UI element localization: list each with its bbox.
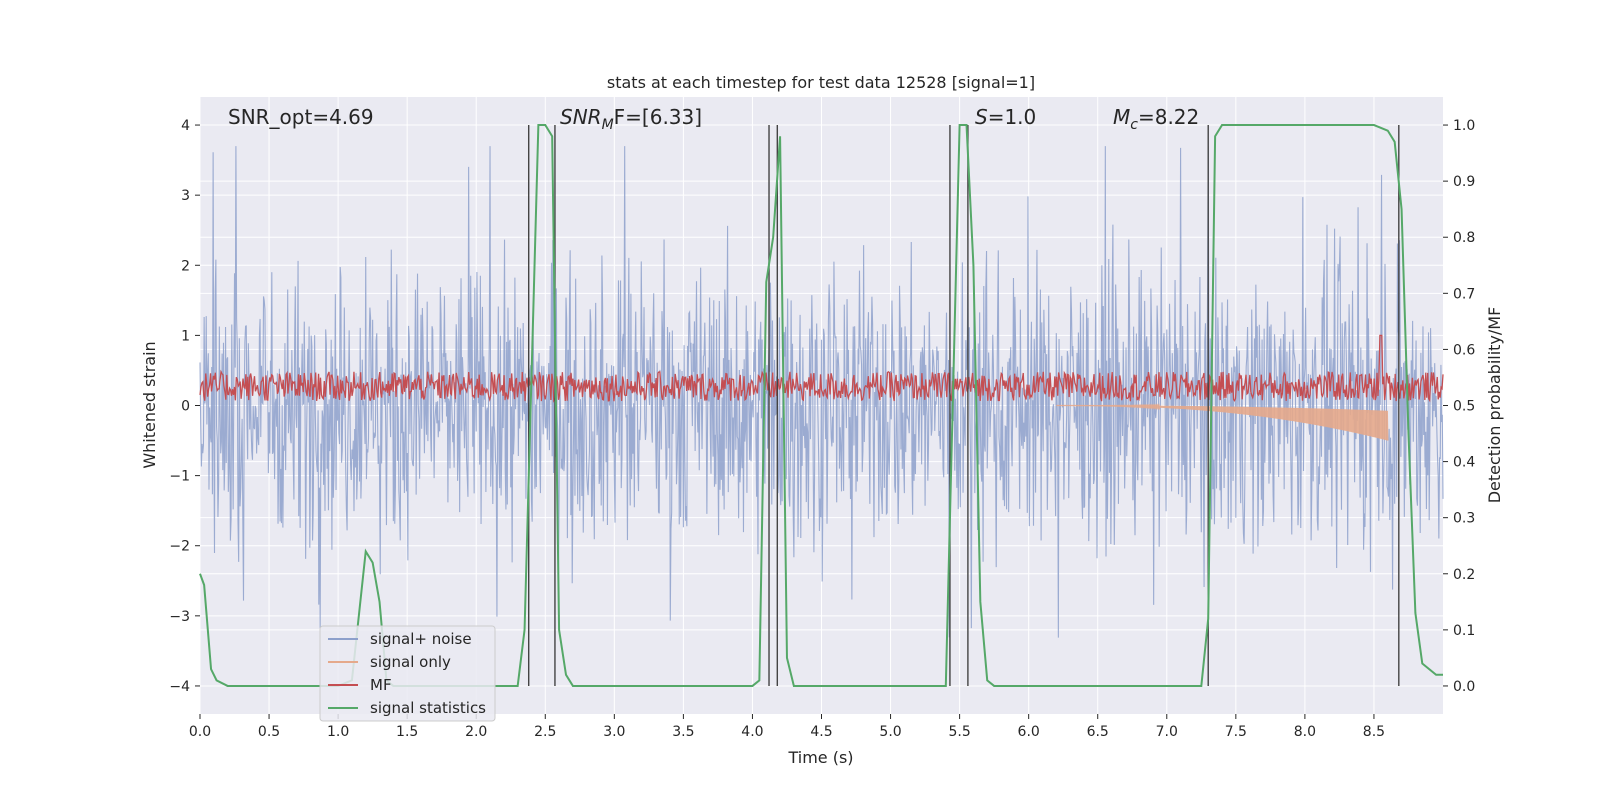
annotation-s-value: =1.0: [988, 105, 1037, 129]
series-mf: [199, 334, 1444, 403]
x-tick-label: 0.5: [258, 724, 280, 740]
y2-tick-label: 0.7: [1453, 286, 1475, 302]
y2-tick-label: 0.2: [1453, 567, 1475, 583]
x-tick-label: 5.0: [879, 724, 901, 740]
y2-tick-label: 1.0: [1453, 118, 1475, 134]
x-tick-label: 6.0: [1018, 724, 1040, 740]
y2-tick-label: 0.5: [1453, 399, 1475, 415]
y2-axis-label: Detection probability/MF: [1485, 307, 1504, 504]
x-axis-label: Time (s): [787, 748, 853, 767]
y2-tick-label: 0.6: [1453, 342, 1475, 358]
series-signal-statistics: [199, 124, 1443, 687]
x-tick-label: 5.5: [948, 724, 970, 740]
y-axis-ticks: −4 −3 −2 −1 0 1 2 3 4: [169, 118, 200, 695]
x-tick-label: 3.0: [603, 724, 625, 740]
x-tick-label: 7.0: [1156, 724, 1178, 740]
series-signal-only: [1056, 403, 1389, 441]
x-tick-label: 1.0: [327, 724, 349, 740]
x-tick-label: 7.5: [1225, 724, 1247, 740]
x-tick-label: 0.0: [189, 724, 211, 740]
x-tick-label: 1.5: [396, 724, 418, 740]
x-tick-label: 4.0: [741, 724, 763, 740]
legend-label-signal-noise: signal+ noise: [370, 630, 472, 648]
annotation-mc-sub: c: [1130, 117, 1138, 133]
legend-box: [319, 625, 496, 722]
y2-tick-label: 0.4: [1453, 455, 1475, 471]
series-signal-noise: [199, 146, 1444, 638]
x-tick-label: 2.0: [465, 724, 487, 740]
x-tick-label: 6.5: [1087, 724, 1109, 740]
annotation-snr-mf-prefix: SNR: [560, 105, 602, 129]
legend-label-signal-statistics: signal statistics: [370, 699, 486, 717]
y-tick-label: 2: [181, 258, 190, 274]
y-tick-label: −1: [169, 469, 190, 485]
annotation-snr-mf-sub: M: [602, 117, 614, 133]
annotation-mc: Mc=8.22: [1113, 105, 1199, 133]
y-tick-label: 4: [181, 118, 190, 134]
x-axis-ticks: 0.0 0.5 1.0 1.5 2.0 2.5 3.0 3.5 4.0 4.5 5.0 5.5 6.0 6…: [189, 714, 1385, 740]
y2-tick-label: 0.8: [1453, 230, 1475, 246]
x-tick-label: 8.5: [1363, 724, 1385, 740]
y-tick-label: 0: [181, 399, 190, 415]
y-axis-label: Whitened strain: [140, 341, 159, 468]
annotation-s-symbol: S: [975, 105, 988, 129]
legend-label-mf: MF: [370, 676, 392, 694]
annotation-mc-value: =8.22: [1138, 105, 1199, 129]
plot-area: [199, 124, 1444, 687]
annotation-snr-mf: SNRMF=[6.33]: [560, 105, 702, 133]
y-tick-label: −4: [169, 679, 190, 695]
y-tick-label: −3: [169, 609, 190, 625]
y2-axis-ticks: 0.0 0.1 0.2 0.3 0.4 0.5 0.6 0.7 0.8 0.9 1.0: [1443, 118, 1475, 695]
chart-title: stats at each timestep for test data 125…: [607, 73, 1035, 92]
legend: signal+ noise signal only MF signal stat…: [319, 625, 496, 722]
x-tick-label: 3.5: [672, 724, 694, 740]
y-tick-label: −2: [169, 539, 190, 555]
x-tick-label: 8.0: [1294, 724, 1316, 740]
y2-tick-label: 0.3: [1453, 511, 1475, 527]
x-tick-label: 2.5: [534, 724, 556, 740]
annotation-mc-symbol: M: [1113, 105, 1130, 129]
y2-tick-label: 0.9: [1453, 174, 1475, 190]
y-tick-label: 1: [181, 328, 190, 344]
annotation-snr-mf-suffix: F=[6.33]: [614, 105, 702, 129]
annotation-snr-opt: SNR_opt=4.69: [228, 105, 374, 129]
legend-label-signal-only: signal only: [370, 653, 451, 671]
x-tick-label: 4.5: [810, 724, 832, 740]
annotation-s: S=1.0: [975, 105, 1036, 129]
y-tick-label: 3: [181, 188, 190, 204]
y2-tick-label: 0.0: [1453, 679, 1475, 695]
y2-tick-label: 0.1: [1453, 623, 1475, 639]
